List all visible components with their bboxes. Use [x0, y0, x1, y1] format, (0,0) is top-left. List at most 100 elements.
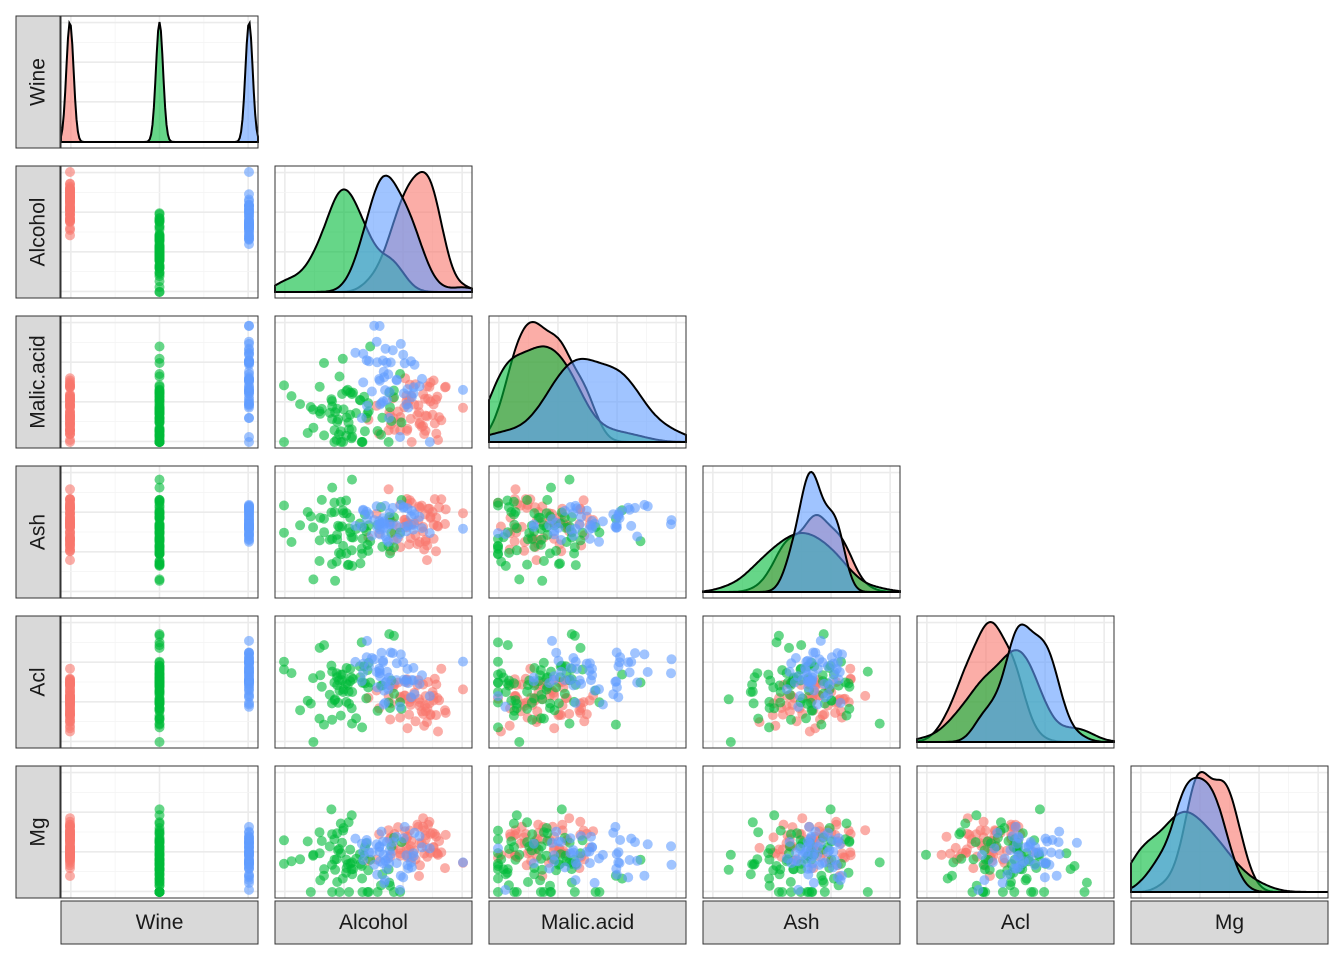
- point-mg-malic-acid-131: [570, 875, 581, 886]
- point-ash-malic-acid-94: [511, 545, 522, 556]
- point-alcohol-wine-174: [244, 231, 254, 242]
- point-malic-acid-wine-172: [244, 355, 254, 366]
- col-label-ash: Ash: [783, 911, 819, 934]
- col-label-mg: Mg: [1215, 911, 1244, 934]
- panel-border: [60, 315, 259, 449]
- point-acl-malic-acid-176: [544, 678, 555, 689]
- point-acl-malic-acid-163: [587, 663, 597, 674]
- point-ash-alcohol-59: [308, 522, 319, 533]
- point-acl-wine-31: [65, 663, 75, 674]
- point-acl-malic-acid-109: [526, 697, 537, 708]
- point-malic-acid-alcohol-87: [319, 358, 329, 368]
- point-mg-alcohol-16: [440, 863, 450, 874]
- point-mg-alcohol-101: [343, 817, 354, 828]
- point-malic-acid-alcohol-97: [308, 422, 319, 433]
- point-acl-ash-83: [796, 640, 807, 651]
- point-mg-malic-acid-138: [584, 858, 595, 869]
- point-ash-wine-117: [154, 502, 165, 513]
- point-ash-wine-173: [244, 502, 254, 512]
- point-mg-acl-177: [973, 884, 984, 895]
- point-acl-ash-113: [723, 694, 734, 705]
- point-malic-acid-alcohol-141: [378, 355, 388, 366]
- point-mg-malic-acid-44: [533, 819, 544, 830]
- point-acl-ash-169: [781, 684, 792, 695]
- point-acl-malic-acid-9: [549, 723, 560, 734]
- point-malic-acid-alcohol-149: [384, 386, 395, 397]
- col-strip-malic-acid: [488, 900, 687, 945]
- point-malic-acid-alcohol-95: [383, 437, 394, 447]
- point-mg-alcohol-162: [382, 837, 392, 847]
- point-mg-malic-acid-85: [535, 875, 546, 886]
- point-mg-malic-acid-153: [551, 826, 562, 837]
- point-mg-malic-acid-154: [559, 862, 570, 873]
- point-ash-alcohol-78: [347, 474, 357, 485]
- point-mg-malic-acid-174: [547, 837, 557, 848]
- point-acl-malic-acid-161: [608, 689, 619, 700]
- point-mg-acl-102: [997, 887, 1008, 897]
- point-ash-wine-123: [154, 482, 165, 493]
- point-acl-malic-acid-143: [597, 699, 608, 710]
- point-acl-alcohol-71: [286, 668, 297, 679]
- point-acl-ash-142: [808, 685, 819, 696]
- point-mg-alcohol-93: [316, 836, 327, 846]
- point-mg-acl-135: [987, 857, 998, 868]
- point-ash-alcohol-113: [330, 575, 341, 586]
- point-malic-acid-wine-127: [154, 426, 165, 436]
- point-ash-alcohol-19: [431, 546, 441, 557]
- point-acl-malic-acid-117: [503, 680, 514, 691]
- point-acl-malic-acid-175: [576, 678, 587, 689]
- point-ash-alcohol-49: [431, 512, 442, 523]
- density-malic-acid-group-3: [488, 357, 687, 443]
- point-malic-acid-alcohol-163: [374, 374, 385, 384]
- point-mg-ash-78: [874, 857, 885, 868]
- point-mg-malic-acid-108: [493, 825, 503, 836]
- point-malic-acid-alcohol-45: [428, 375, 439, 386]
- point-acl-alcohol-143: [378, 699, 389, 710]
- point-acl-wine-127: [154, 705, 165, 716]
- point-mg-acl-161: [992, 827, 1003, 838]
- panel-border: [916, 765, 1115, 899]
- point-mg-acl-165: [1051, 870, 1062, 881]
- point-acl-wine-172: [244, 652, 254, 663]
- point-malic-acid-alcohol-165: [395, 338, 406, 349]
- point-mg-malic-acid-88: [508, 818, 519, 829]
- point-mg-ash-35: [831, 816, 842, 827]
- point-mg-alcohol-120: [362, 887, 373, 897]
- point-acl-malic-acid-159: [610, 676, 621, 687]
- point-malic-acid-wine-55: [65, 393, 75, 404]
- point-ash-malic-acid-138: [584, 533, 595, 544]
- point-ash-alcohol-126: [385, 548, 395, 559]
- row-label-ash: Ash: [27, 514, 50, 550]
- point-malic-acid-alcohol-172: [361, 355, 372, 366]
- point-mg-malic-acid-118: [493, 861, 503, 871]
- point-acl-ash-125: [773, 630, 784, 641]
- point-ash-malic-acid-74: [522, 495, 533, 505]
- point-alcohol-wine-175: [244, 196, 254, 207]
- point-acl-malic-acid-125: [569, 630, 580, 641]
- point-mg-malic-acid-141: [614, 858, 625, 869]
- point-acl-malic-acid-83: [502, 640, 513, 651]
- point-ash-malic-acid-171: [642, 501, 653, 512]
- point-mg-ash-162: [784, 837, 795, 847]
- point-mg-acl-170: [1012, 851, 1023, 862]
- point-ash-alcohol-16: [440, 519, 450, 529]
- point-ash-malic-acid-162: [556, 535, 567, 545]
- point-mg-alcohol-158: [364, 847, 374, 858]
- point-malic-acid-alcohol-105: [279, 437, 289, 447]
- panel-border: [274, 315, 473, 449]
- point-acl-alcohol-165: [395, 649, 406, 660]
- point-alcohol-wine-129: [154, 213, 165, 224]
- point-mg-malic-acid-167: [493, 843, 503, 854]
- point-mg-ash-126: [764, 880, 775, 891]
- point-malic-acid-alcohol-167: [424, 437, 435, 447]
- point-acl-ash-171: [834, 667, 845, 677]
- row-label-mg: Mg: [27, 817, 50, 846]
- point-mg-ash-159: [804, 821, 815, 832]
- point-malic-acid-wine-126: [154, 402, 165, 413]
- point-ash-alcohol-96: [302, 507, 313, 517]
- point-acl-malic-acid-147: [570, 656, 581, 667]
- point-ash-alcohol-111: [314, 556, 325, 566]
- point-alcohol-wine-57: [65, 216, 75, 227]
- point-malic-acid-alcohol-102: [334, 371, 345, 382]
- point-mg-alcohol-159: [399, 821, 410, 832]
